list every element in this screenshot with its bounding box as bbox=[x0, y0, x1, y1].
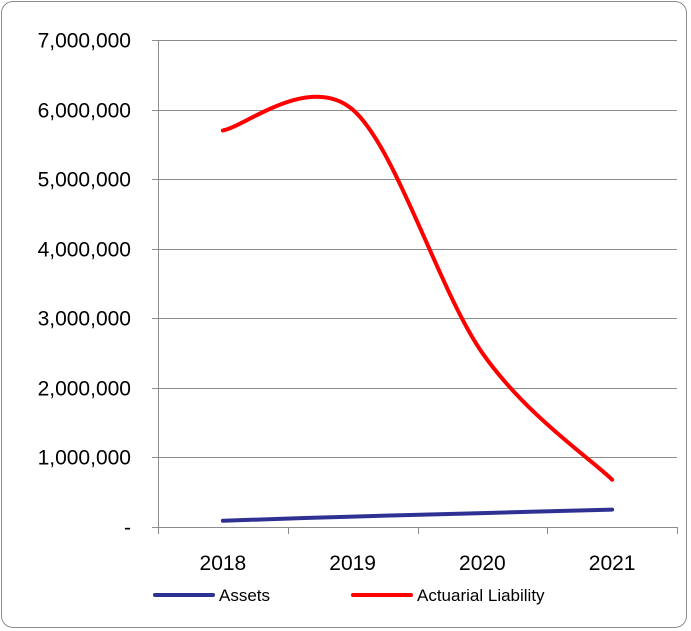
y-tick-label: 5,000,000 bbox=[38, 169, 131, 192]
gridlines bbox=[158, 40, 677, 458]
legend-label: Actuarial Liability bbox=[417, 586, 545, 605]
series-line-actuarial-liability bbox=[220, 94, 615, 482]
x-tick-label: 2021 bbox=[589, 552, 636, 575]
tick-labels: - 1,000,000 2,000,000 3,000,000 4,000,000 5,0… bbox=[38, 30, 636, 576]
legend-label: Assets bbox=[219, 586, 270, 605]
legend-item: Assets bbox=[153, 586, 270, 605]
x-tick-label: 2020 bbox=[459, 552, 506, 575]
series-line-assets bbox=[220, 507, 615, 523]
x-tick-label: 2019 bbox=[329, 552, 376, 575]
series-lines bbox=[220, 94, 615, 523]
y-tick-label: 1,000,000 bbox=[38, 447, 131, 470]
x-tick-label: 2018 bbox=[200, 552, 247, 575]
legend: Assets Actuarial Liability bbox=[153, 586, 545, 605]
y-tick-label: - bbox=[124, 517, 131, 540]
y-tick-label: 6,000,000 bbox=[38, 100, 131, 123]
axes bbox=[152, 40, 678, 534]
y-tick-label: 4,000,000 bbox=[38, 239, 131, 262]
y-tick-label: 3,000,000 bbox=[38, 308, 131, 331]
y-tick-label: 7,000,000 bbox=[38, 30, 131, 53]
legend-item: Actuarial Liability bbox=[351, 586, 545, 605]
y-tick-label: 2,000,000 bbox=[38, 378, 131, 401]
